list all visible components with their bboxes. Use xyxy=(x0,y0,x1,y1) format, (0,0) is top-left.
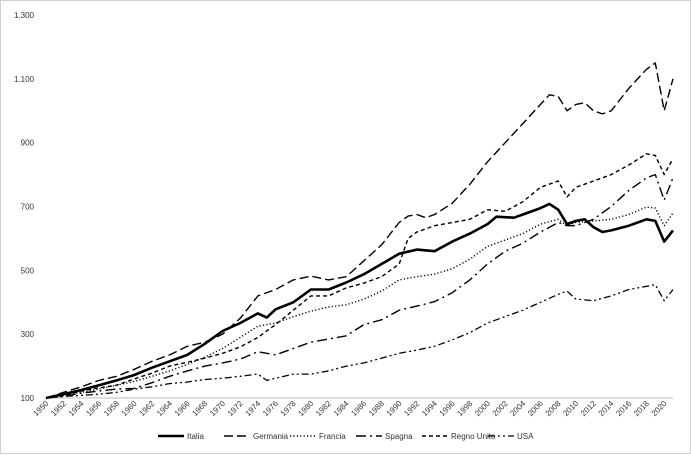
series-line-usa xyxy=(45,284,674,399)
x-tick-label: 1974 xyxy=(243,399,262,418)
series-line-francia xyxy=(45,206,674,399)
y-axis-ticks: 100 300 500 700 900 1.100 1.300 xyxy=(14,11,35,403)
series-line-italia xyxy=(45,202,675,400)
series-line-regno-unito xyxy=(45,153,674,399)
y-tick-label: 700 xyxy=(21,203,35,212)
x-tick-label: 2004 xyxy=(508,399,527,418)
legend-label: Francia xyxy=(319,432,346,441)
y-tick-label: 300 xyxy=(21,330,35,339)
series-line-germania xyxy=(45,62,674,399)
x-tick-label: 2012 xyxy=(579,399,598,418)
y-tick-label: 100 xyxy=(21,394,35,403)
x-tick-label: 1986 xyxy=(349,399,368,418)
y-tick-label: 900 xyxy=(21,139,35,148)
x-tick-label: 1980 xyxy=(296,399,315,418)
series-layer xyxy=(45,62,675,400)
x-tick-label: 1956 xyxy=(84,399,103,418)
x-tick-label: 1958 xyxy=(102,399,121,418)
x-tick-label: 1966 xyxy=(173,399,192,418)
x-tick-label: 1984 xyxy=(332,399,351,418)
x-tick-label: 1954 xyxy=(67,399,86,418)
x-tick-label: 1978 xyxy=(279,399,298,418)
legend: Italia Germania Francia Spagna Regno Unito US… xyxy=(158,432,534,441)
x-tick-label: 1976 xyxy=(261,399,280,418)
x-tick-label: 1998 xyxy=(455,399,474,418)
y-tick-label: 500 xyxy=(21,266,35,275)
x-tick-label: 1994 xyxy=(420,399,439,418)
legend-label: USA xyxy=(517,432,534,441)
x-tick-label: 2002 xyxy=(491,399,510,418)
x-tick-label: 1952 xyxy=(49,399,68,418)
legend-label: Italia xyxy=(187,432,204,441)
x-tick-label: 1996 xyxy=(438,399,457,418)
x-tick-label: 2018 xyxy=(632,399,651,418)
x-tick-label: 1970 xyxy=(208,399,227,418)
x-axis-ticks: 1950195219541956195819601962196419661968… xyxy=(31,399,669,418)
x-tick-label: 2008 xyxy=(544,399,563,418)
x-tick-label: 2006 xyxy=(526,399,545,418)
series-line-spagna xyxy=(45,173,674,399)
x-tick-label: 1988 xyxy=(367,399,386,418)
y-tick-label: 1.300 xyxy=(14,11,35,20)
x-tick-label: 2000 xyxy=(473,399,492,418)
y-tick-label: 1.100 xyxy=(14,75,35,84)
x-tick-label: 1950 xyxy=(31,399,50,418)
x-tick-label: 1972 xyxy=(226,399,245,418)
legend-label: Spagna xyxy=(385,432,413,441)
x-tick-label: 2016 xyxy=(614,399,633,418)
x-tick-label: 1968 xyxy=(190,399,209,418)
x-tick-label: 1992 xyxy=(402,399,421,418)
x-tick-label: 2020 xyxy=(650,399,669,418)
x-tick-label: 2014 xyxy=(597,399,616,418)
x-tick-label: 2010 xyxy=(561,399,580,418)
x-tick-label: 1962 xyxy=(137,399,156,418)
x-tick-label: 1964 xyxy=(155,399,174,418)
x-tick-label: 1982 xyxy=(314,399,333,418)
x-tick-label: 1960 xyxy=(120,399,139,418)
legend-label: Germania xyxy=(253,432,289,441)
legend-label: Regno Unito xyxy=(451,432,496,441)
x-tick-label: 1990 xyxy=(385,399,404,418)
